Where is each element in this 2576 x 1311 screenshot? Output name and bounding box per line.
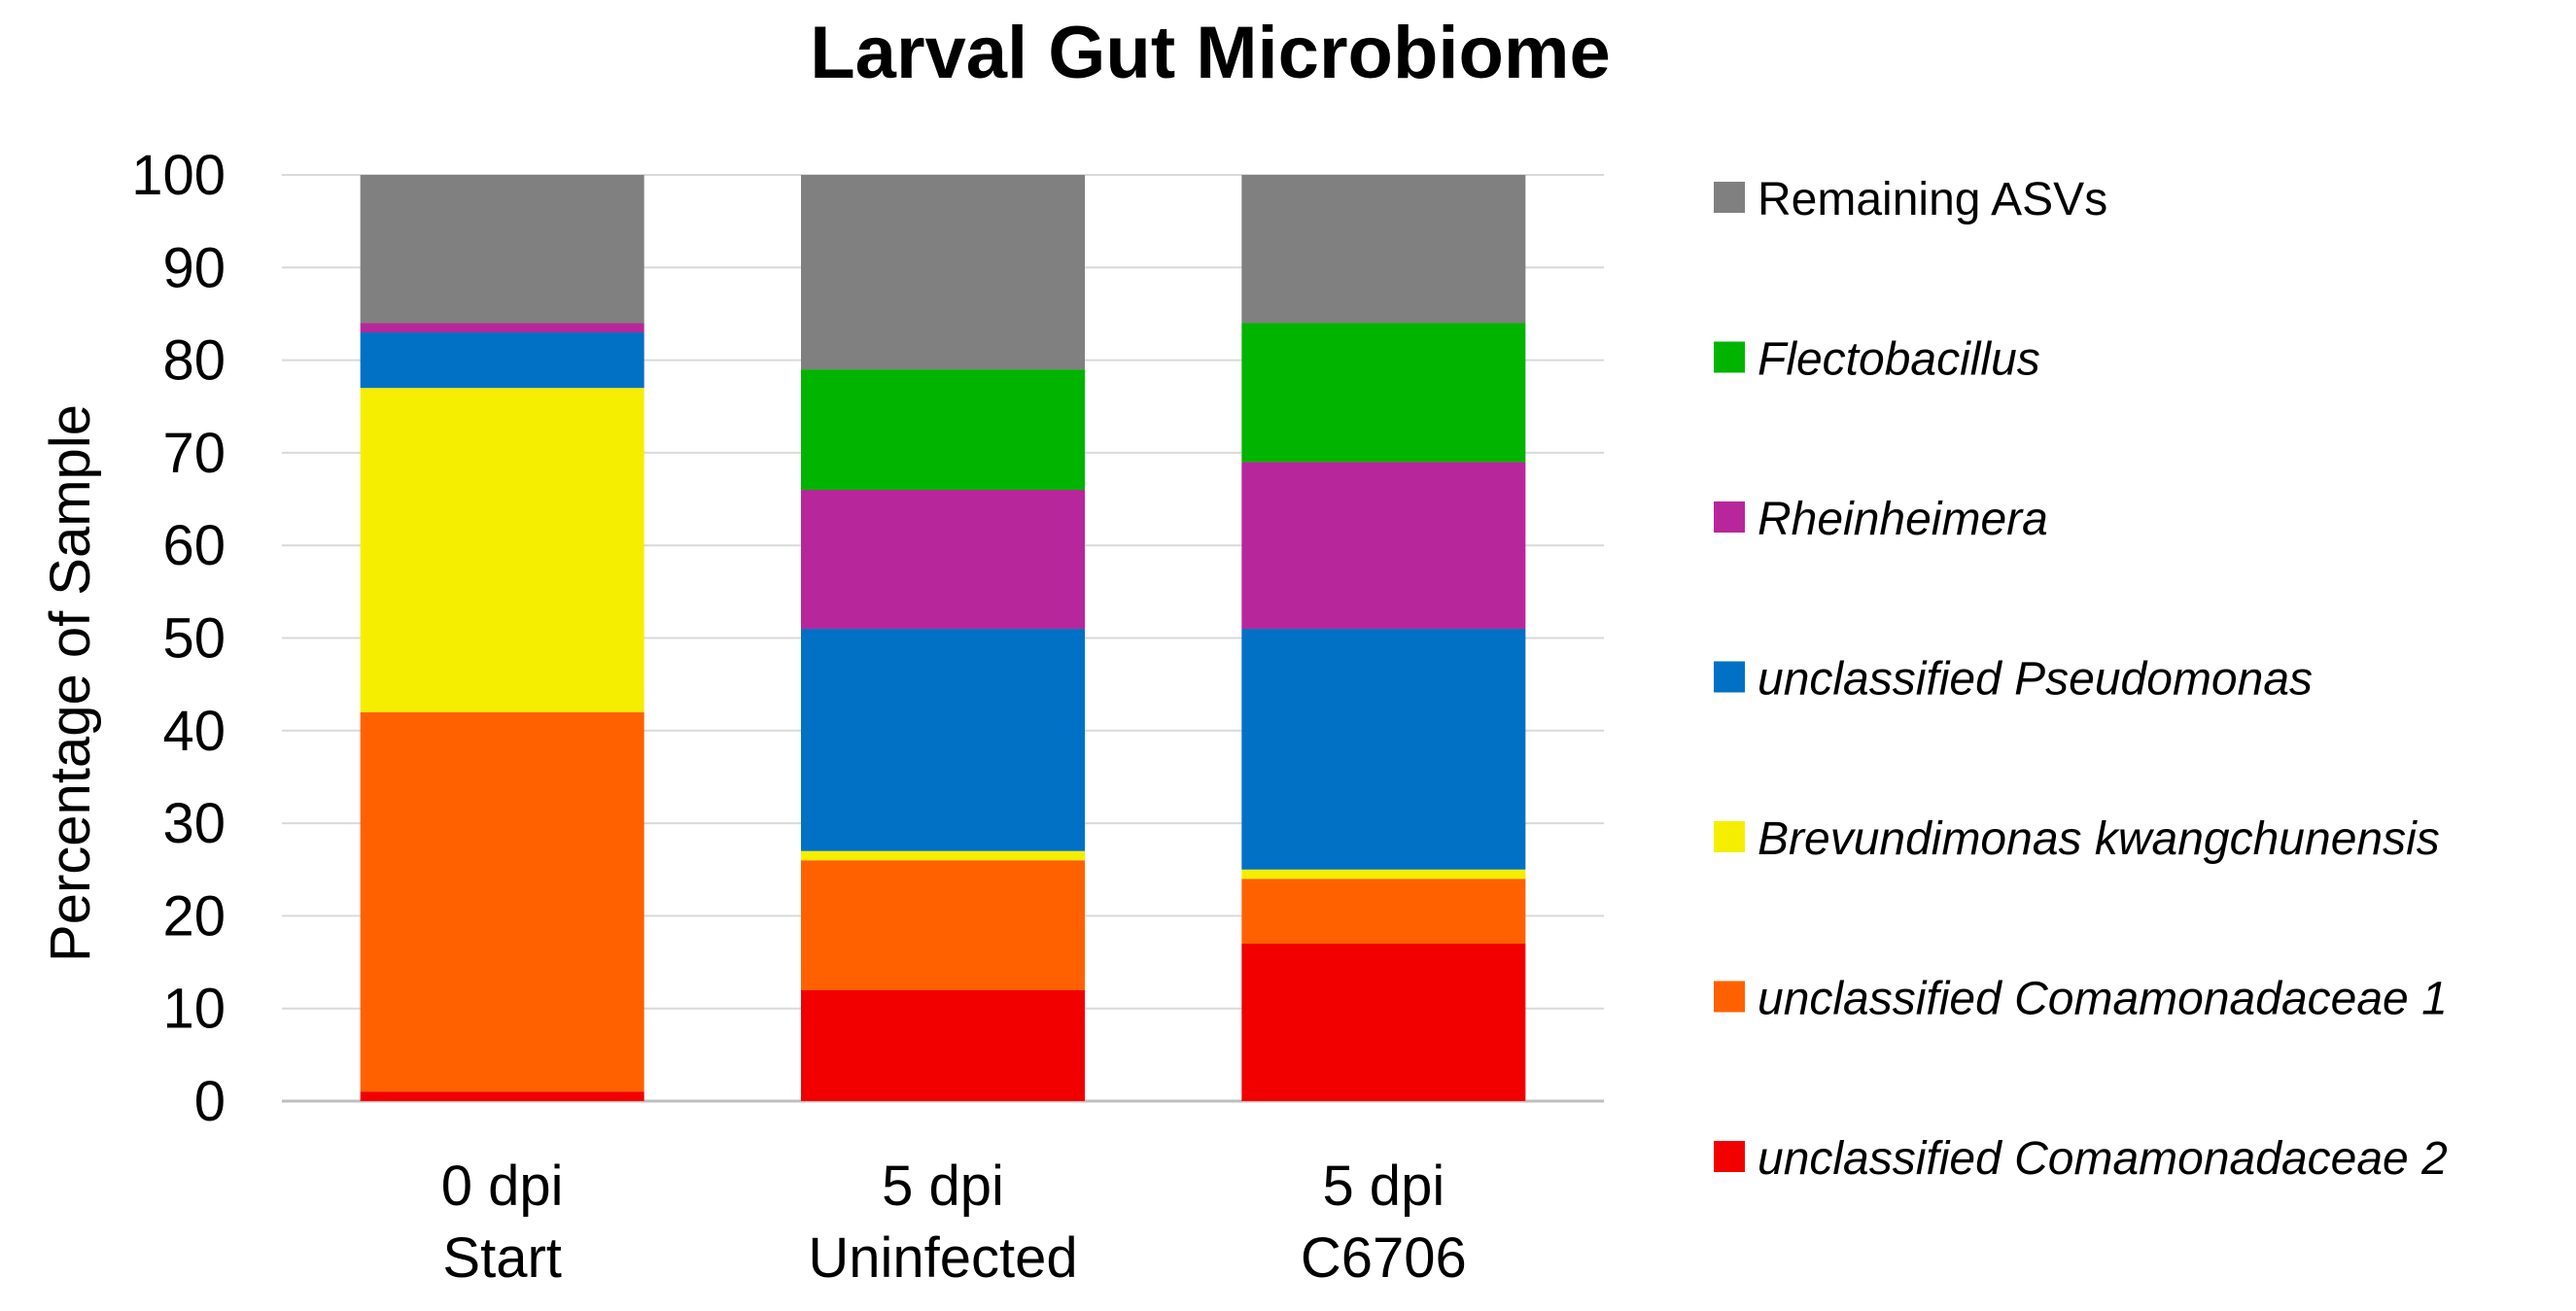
bar-segment xyxy=(360,332,644,389)
bar-segment xyxy=(1241,628,1526,870)
y-tick-label: 10 xyxy=(162,978,226,1041)
legend-swatch xyxy=(1714,341,1745,373)
bar-segment xyxy=(1241,943,1526,1101)
bar-stack-3 xyxy=(1241,175,1526,1101)
y-tick-label: 40 xyxy=(162,700,226,763)
bar-segment xyxy=(360,175,644,324)
bar-segment xyxy=(801,175,1085,370)
legend-swatch xyxy=(1714,661,1745,693)
bar-segment xyxy=(801,989,1085,1101)
legend-item: Rheinheimera xyxy=(1714,494,2048,545)
x-category-label: 0 dpi xyxy=(441,1155,564,1218)
bar-segment xyxy=(1241,869,1526,880)
bar-segment xyxy=(360,1091,644,1101)
legend-swatch xyxy=(1714,501,1745,533)
x-category-label: 5 dpi xyxy=(1322,1155,1445,1218)
legend-label: Rheinheimera xyxy=(1758,494,2048,545)
bar-segment xyxy=(1241,175,1526,324)
legend-swatch xyxy=(1714,1141,1745,1172)
bar-stack-2 xyxy=(801,175,1085,1101)
legend-item: unclassified Pseudomonas xyxy=(1714,654,2313,706)
legend-swatch xyxy=(1714,981,1745,1013)
y-tick-label: 90 xyxy=(162,236,226,299)
legend-item: unclassified Comamonadaceae 1 xyxy=(1714,974,2448,1025)
legend-label: Remaining ASVs xyxy=(1758,174,2107,225)
legend-label: Flectobacillus xyxy=(1758,334,2040,386)
legend-item: unclassified Comamonadaceae 2 xyxy=(1714,1133,2448,1185)
y-axis-label: Percentage of Sample xyxy=(39,404,102,962)
x-category-label: C6706 xyxy=(1301,1226,1467,1290)
bar-stack-1 xyxy=(360,175,644,1101)
y-axis-ticks: 0 10 20 30 40 50 60 70 80 90 100 xyxy=(131,144,226,1133)
bar-segment xyxy=(801,628,1085,851)
bar-segment xyxy=(801,850,1085,861)
y-tick-label: 70 xyxy=(162,422,226,485)
bar-segment xyxy=(801,860,1085,990)
bar-segment xyxy=(360,711,644,1092)
y-tick-label: 20 xyxy=(162,884,226,948)
y-tick-label: 30 xyxy=(162,792,226,855)
bar-segment xyxy=(360,388,644,712)
y-tick-label: 0 xyxy=(194,1070,226,1133)
legend-swatch xyxy=(1714,182,1745,213)
x-axis-categories: 0 dpi Start 5 dpi Uninfected 5 dpi C6706 xyxy=(441,1155,1467,1290)
chart-title: Larval Gut Microbiome xyxy=(810,12,1611,94)
legend-item: Remaining ASVs xyxy=(1714,174,2107,225)
bar-segment xyxy=(801,490,1085,629)
y-tick-label: 100 xyxy=(131,144,226,207)
bar-segment xyxy=(1241,462,1526,629)
legend-swatch xyxy=(1714,821,1745,852)
legend-item: Brevundimonas kwangchunensis xyxy=(1714,813,2440,865)
legend: Remaining ASVs Flectobacillus Rheinheimera… xyxy=(1714,174,2448,1185)
bar-segment xyxy=(360,323,644,333)
legend-label: unclassified Comamonadaceae 1 xyxy=(1758,974,2448,1025)
bars xyxy=(360,175,1526,1101)
y-tick-label: 60 xyxy=(162,514,226,577)
x-category-label: Uninfected xyxy=(808,1226,1077,1290)
y-tick-label: 80 xyxy=(162,329,226,393)
legend-item: Flectobacillus xyxy=(1714,334,2040,386)
legend-label: unclassified Pseudomonas xyxy=(1758,654,2313,706)
bar-segment xyxy=(801,369,1085,491)
y-tick-label: 50 xyxy=(162,607,226,671)
bar-segment xyxy=(1241,879,1526,944)
x-category-label: Start xyxy=(442,1226,562,1290)
bar-segment xyxy=(1241,323,1526,463)
legend-label: unclassified Comamonadaceae 2 xyxy=(1758,1133,2448,1185)
legend-label: Brevundimonas kwangchunensis xyxy=(1758,813,2440,865)
x-category-label: 5 dpi xyxy=(882,1155,1004,1218)
